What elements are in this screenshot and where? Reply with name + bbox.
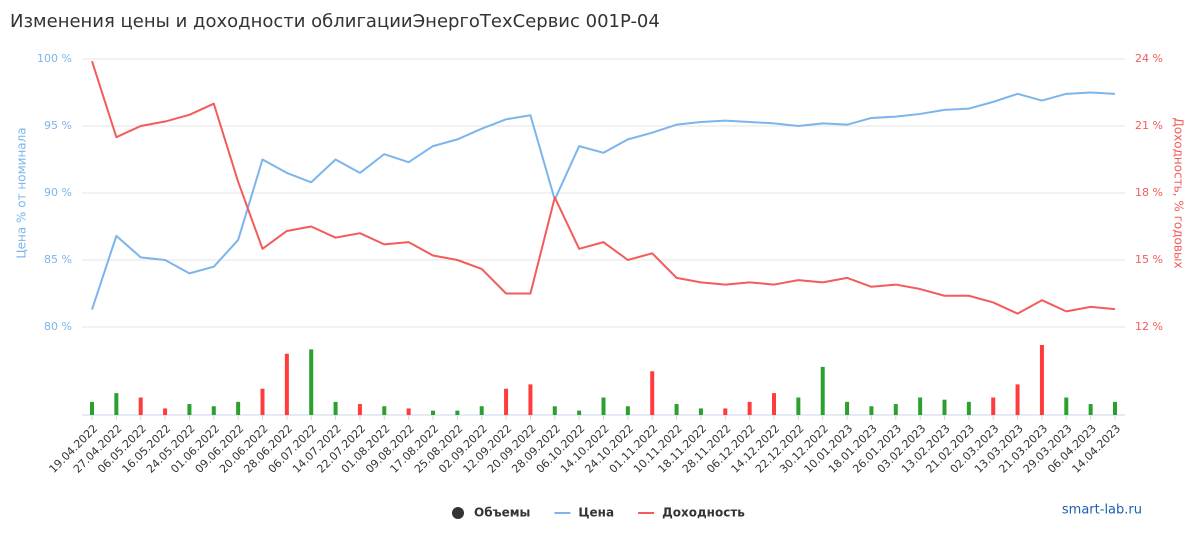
y2-tick-label: 18 % xyxy=(1135,186,1163,199)
y-tick-label: 80 % xyxy=(44,320,72,333)
volume-bar xyxy=(309,349,314,415)
volume-bar xyxy=(479,406,484,415)
volume-bar xyxy=(942,399,947,415)
y2-axis-label: Доходность, % годовых xyxy=(1172,117,1186,268)
y2-tick-label: 21 % xyxy=(1135,119,1163,132)
volume-bar xyxy=(333,401,338,415)
volume-bar xyxy=(163,408,168,415)
volume-bar xyxy=(1015,384,1020,415)
y-axis-label: Цена % от номинала xyxy=(15,127,29,258)
legend-label: Цена xyxy=(578,506,614,520)
volume-bar xyxy=(357,404,362,415)
y-tick-label: 95 % xyxy=(44,119,72,132)
series-line xyxy=(91,91,1116,310)
volume-bar xyxy=(1088,404,1093,415)
volume-bar xyxy=(966,401,971,415)
volume-bar xyxy=(1064,397,1069,415)
volume-bar xyxy=(138,397,143,415)
volume-bar xyxy=(528,384,533,415)
volume-bar xyxy=(114,393,119,415)
volume-bar xyxy=(1113,401,1117,415)
volume-bar xyxy=(796,397,801,415)
y-tick-label: 90 % xyxy=(44,186,72,199)
volume-bar xyxy=(650,371,655,415)
volume-bar xyxy=(869,406,874,415)
volume-bar xyxy=(772,393,776,415)
volume-bar xyxy=(747,401,752,415)
volume-bar xyxy=(1039,345,1044,415)
volume-bar xyxy=(674,404,679,415)
volume-bar xyxy=(552,406,557,415)
volume-bar xyxy=(90,401,94,415)
volume-bar xyxy=(625,406,630,415)
volume-bar xyxy=(431,410,435,415)
y2-tick-label: 15 % xyxy=(1135,253,1163,266)
volume-bar xyxy=(577,410,582,415)
legend-symbol xyxy=(452,507,464,519)
legend-label: Доходность xyxy=(662,506,745,520)
y2-tick-label: 12 % xyxy=(1135,320,1163,333)
volume-bar xyxy=(187,404,192,415)
volume-bar xyxy=(918,397,923,415)
chart-title: Изменения цены и доходности облигацииЭне… xyxy=(10,11,660,32)
watermark: smart-lab.ru xyxy=(1062,503,1142,518)
legend-label: Объемы xyxy=(474,506,530,520)
volume-bar xyxy=(723,408,728,415)
volume-bar xyxy=(284,353,289,415)
volume-bar xyxy=(455,410,460,415)
y-tick-label: 100 % xyxy=(37,52,72,65)
volume-bar xyxy=(820,366,825,415)
volume-bar xyxy=(236,401,241,415)
volume-bar xyxy=(406,408,411,415)
volume-bar xyxy=(211,406,216,415)
volume-bar xyxy=(845,401,850,415)
y2-tick-label: 24 % xyxy=(1135,52,1163,65)
volume-bar xyxy=(260,388,265,415)
y-tick-label: 85 % xyxy=(44,253,72,266)
series-line xyxy=(91,60,1116,315)
volume-bar xyxy=(893,404,898,415)
volume-bar xyxy=(601,397,606,415)
volume-bar xyxy=(504,388,509,415)
volume-bar xyxy=(382,406,387,415)
volume-bar xyxy=(991,397,996,415)
volume-bar xyxy=(698,408,703,415)
